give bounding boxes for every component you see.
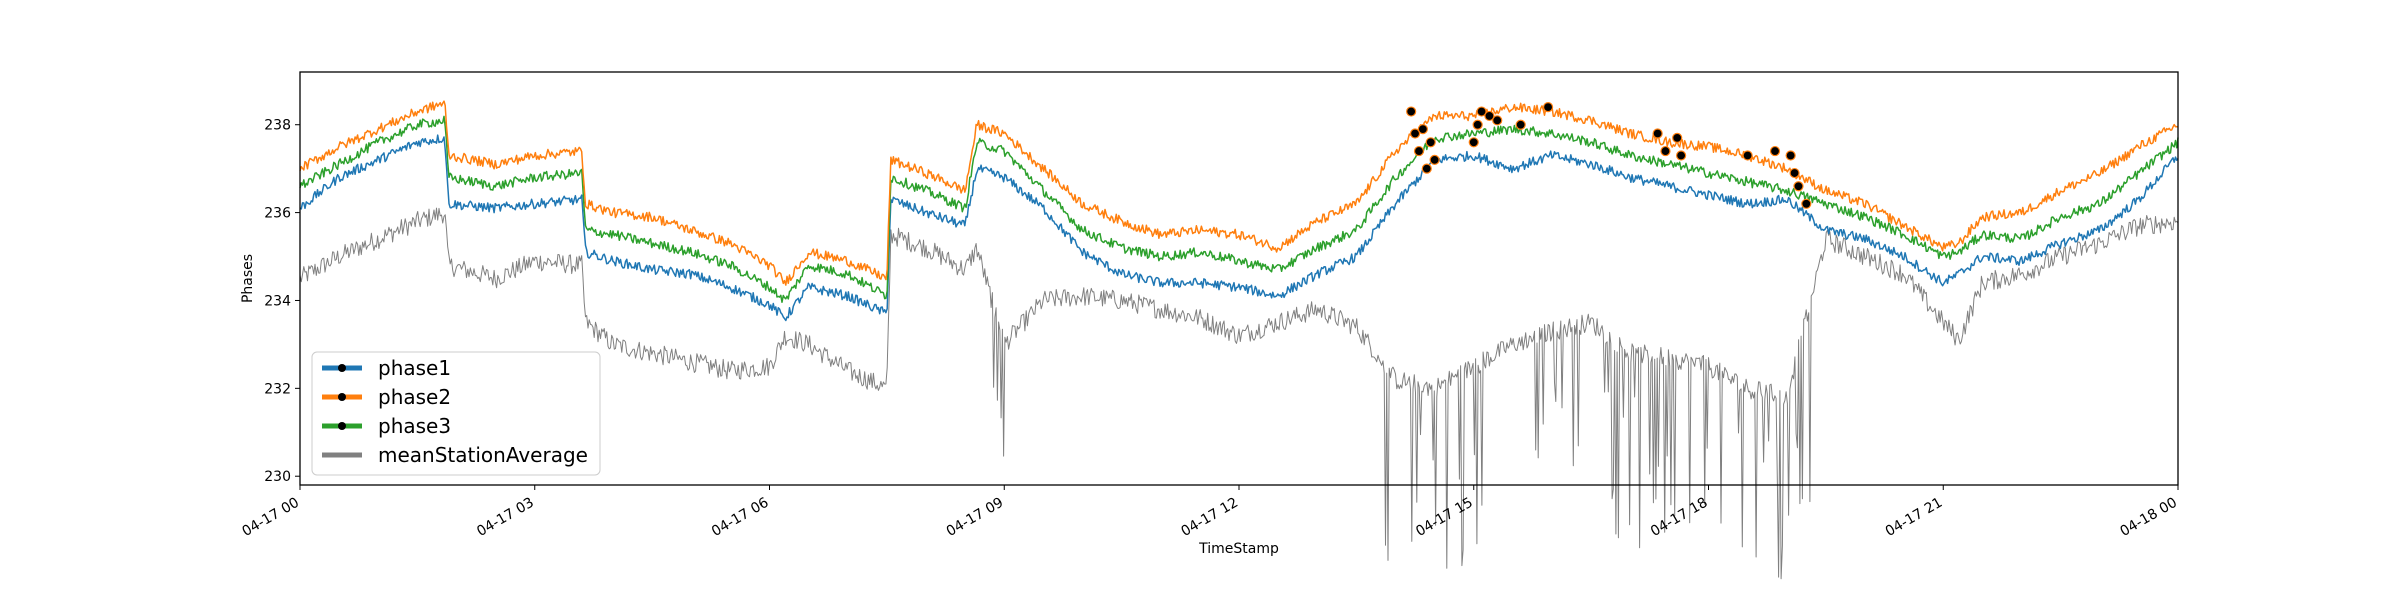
legend-marker — [338, 393, 346, 401]
anomaly-marker — [1742, 150, 1753, 161]
legend-entry-phase3: phase3 — [322, 414, 451, 438]
anomaly-marker — [1409, 128, 1421, 139]
anomaly-marker — [1421, 163, 1432, 174]
anomaly-marker — [1472, 119, 1483, 130]
markers-layer — [1406, 102, 1812, 209]
series-line-phase2 — [299, 100, 2179, 286]
anomaly-marker — [1660, 145, 1671, 157]
anomaly-marker — [1672, 132, 1683, 144]
legend-box — [311, 351, 601, 476]
y-tick-label: 238 — [264, 118, 291, 134]
y-tick-label: 236 — [264, 206, 291, 222]
legend-entry-meanStationAverage: meanStationAverage — [322, 443, 588, 467]
anomaly-marker — [1793, 181, 1804, 192]
series-line-phase3 — [299, 115, 2179, 303]
anomaly-marker — [1785, 150, 1796, 161]
anomaly-marker — [1676, 150, 1687, 161]
legend-label: phase2 — [378, 385, 451, 409]
anomaly-marker — [1652, 128, 1663, 139]
anomaly-marker — [1429, 154, 1440, 165]
y-tick-label: 232 — [264, 381, 291, 397]
anomaly-marker — [1413, 145, 1425, 157]
anomaly-marker — [1484, 110, 1495, 122]
legend-entry-phase1: phase1 — [322, 356, 451, 380]
anomaly-marker — [1425, 137, 1436, 148]
y-axis: 230 232 234 236 238 — [264, 118, 300, 485]
legend-marker — [338, 422, 346, 430]
y-tick-label: 230 — [264, 469, 291, 485]
anomaly-marker — [1515, 119, 1526, 130]
legend-label: meanStationAverage — [378, 443, 588, 467]
anomaly-marker — [1542, 102, 1554, 113]
y-tick-label: 234 — [264, 293, 291, 309]
legend-label: phase3 — [378, 414, 451, 438]
anomaly-marker — [1468, 137, 1479, 148]
anomaly-marker — [1789, 167, 1800, 179]
anomaly-marker — [1769, 145, 1781, 157]
anomaly-marker — [1406, 106, 1417, 117]
anomaly-marker — [1417, 124, 1428, 135]
legend-marker — [338, 364, 346, 372]
anomaly-marker — [1801, 198, 1812, 209]
series-line-phase1 — [299, 134, 2179, 322]
anomaly-marker — [1492, 115, 1503, 126]
legend-entry-phase2: phase2 — [322, 385, 451, 409]
x-axis-title: TimeStamp — [1198, 541, 1279, 557]
series-line-meanStationAverage — [299, 207, 2179, 580]
legend-label: phase1 — [378, 356, 451, 380]
series-layer — [299, 100, 2179, 580]
y-axis-title: Phases — [240, 254, 256, 303]
legend: phase1 phase2 phase3 meanStationAverage — [311, 351, 601, 476]
anomaly-marker — [1476, 106, 1487, 117]
